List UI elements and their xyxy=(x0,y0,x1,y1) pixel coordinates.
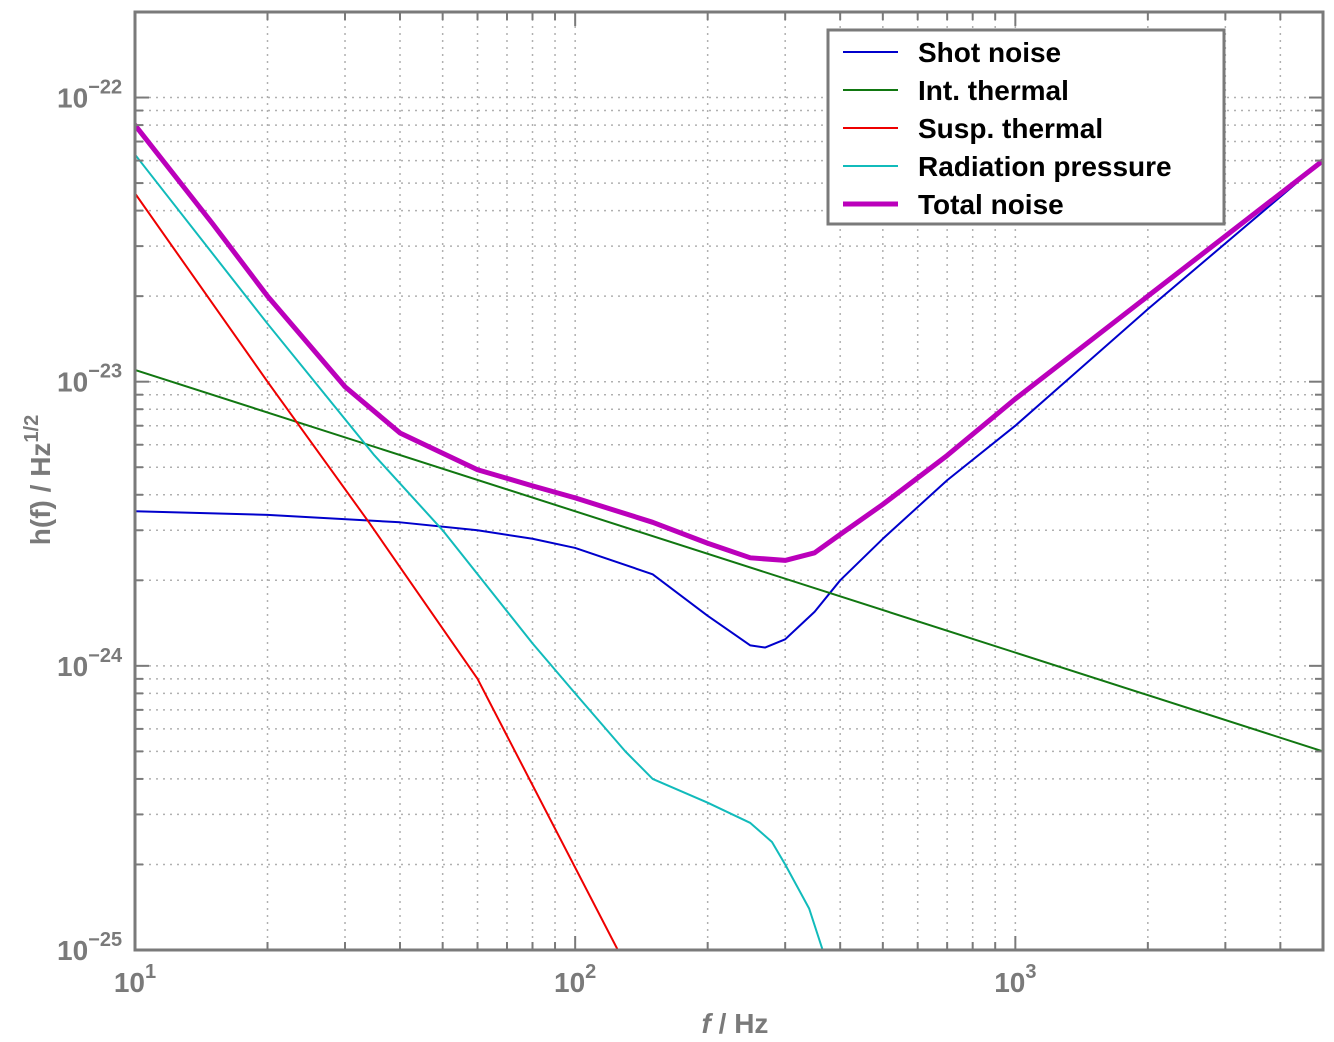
legend-label-radiation-pressure: Radiation pressure xyxy=(918,151,1172,182)
legend: Shot noise Int. thermal Susp. thermal Radia… xyxy=(826,28,1226,226)
grid xyxy=(134,11,1324,951)
x-tick-label: 103 xyxy=(994,961,1036,998)
y-axis-label: h(f) / Hz1/2 xyxy=(21,415,56,545)
series-line-shot-noise xyxy=(135,159,1323,649)
series-group xyxy=(135,122,1323,950)
y-tick-label: 10−25 xyxy=(57,929,122,966)
series-line-radiation-pressure xyxy=(135,153,824,950)
series-line-susp-thermal xyxy=(135,192,619,950)
x-tick-labels: 101 102 103 xyxy=(114,961,1037,998)
tick-marks xyxy=(134,11,1324,951)
y-tick-labels: 10−22 10−23 10−24 10−25 xyxy=(57,77,123,966)
x-tick-label: 102 xyxy=(554,961,596,998)
series-line-int-thermal xyxy=(135,368,1323,753)
y-tick-label: 10−22 xyxy=(57,77,122,114)
x-tick-label: 101 xyxy=(114,961,156,998)
plot-frame xyxy=(133,10,1325,952)
legend-label-susp-thermal: Susp. thermal xyxy=(918,113,1103,144)
y-tick-label: 10−23 xyxy=(57,361,122,398)
legend-label-shot-noise: Shot noise xyxy=(918,37,1061,68)
series-line-total-noise xyxy=(135,122,1323,563)
legend-label-int-thermal: Int. thermal xyxy=(918,75,1069,106)
x-axis-label: f / Hz xyxy=(702,1008,769,1039)
y-tick-label: 10−24 xyxy=(57,645,123,682)
legend-label-total-noise: Total noise xyxy=(918,189,1064,220)
